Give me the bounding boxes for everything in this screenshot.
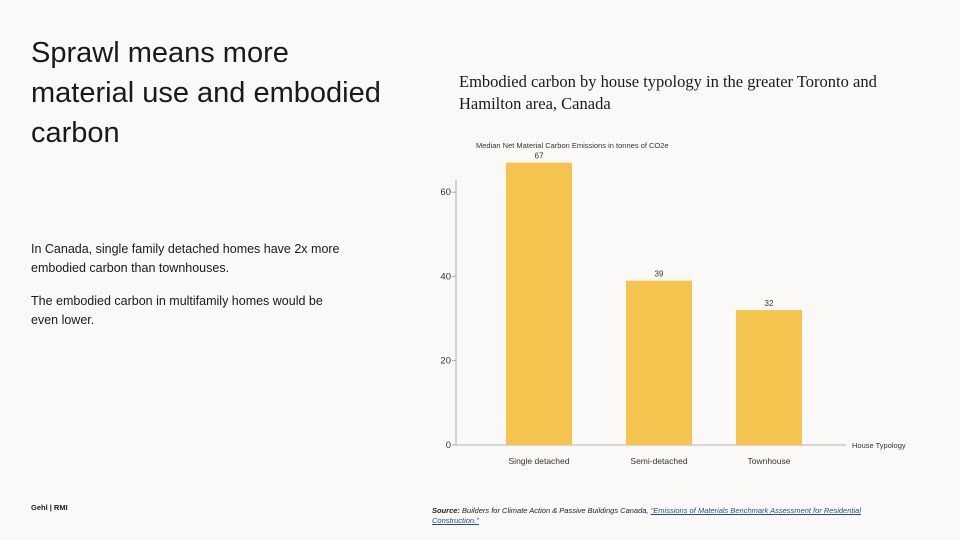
body-text: In Canada, single family detached homes … [31, 240, 341, 344]
body-paragraph: In Canada, single family detached homes … [31, 242, 340, 275]
bar [506, 162, 572, 445]
category-label: Townhouse [747, 456, 790, 466]
y-tick-label: 40 [440, 271, 451, 282]
category-label: Semi-detached [630, 456, 687, 466]
source-text: Builders for Climate Action & Passive Bu… [462, 506, 649, 515]
source-note: Source: Builders for Climate Action & Pa… [432, 506, 902, 525]
footer-logo: Gehl | RMI [31, 503, 68, 512]
chart-subtitle: Median Net Material Carbon Emissions in … [476, 141, 669, 150]
x-axis-title: House Typology [852, 441, 906, 450]
source-link[interactable]: "Emissions of Materials Benchmark Assess… [432, 506, 861, 525]
bar [736, 310, 802, 445]
chart-title: Embodied carbon by house typology in the… [459, 72, 877, 113]
y-tick-label: 60 [440, 187, 451, 198]
bar-chart: 0 20 40 60 67 Single detached 39 Semi-detached 3… [440, 152, 906, 466]
data-label: 39 [655, 270, 664, 279]
slide-title: Sprawl means more material use and embod… [31, 37, 381, 149]
y-tick-label: 20 [440, 356, 451, 367]
y-tick-label: 0 [446, 440, 451, 451]
category-label: Single detached [509, 456, 570, 466]
body-paragraph: The embodied carbon in multifamily homes… [31, 294, 323, 327]
bar [626, 280, 692, 445]
data-label: 32 [765, 299, 774, 308]
data-label: 67 [535, 152, 544, 161]
source-label: Source: [432, 506, 460, 515]
